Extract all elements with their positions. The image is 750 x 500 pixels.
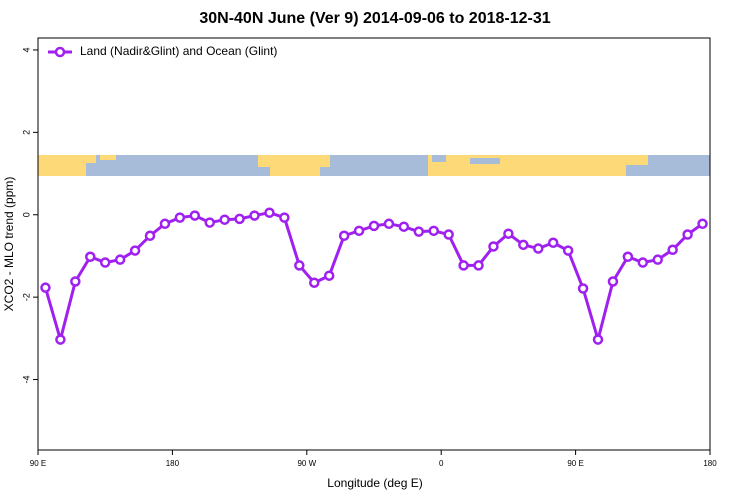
data-point — [144, 230, 156, 242]
data-point — [159, 218, 171, 230]
data-point — [294, 260, 305, 271]
data-point — [398, 221, 410, 232]
data-point — [547, 237, 559, 249]
data-point — [533, 243, 544, 254]
y-tick-label: 0 — [21, 212, 31, 217]
data-point — [114, 254, 126, 265]
data-point — [249, 210, 260, 221]
y-tick-label: 2 — [21, 130, 31, 135]
data-point — [189, 210, 201, 221]
data-point — [697, 218, 708, 230]
data-point — [518, 239, 529, 251]
chart-title: 30N-40N June (Ver 9) 2014-09-06 to 2018-… — [199, 10, 550, 27]
data-point — [309, 277, 320, 288]
data-point — [592, 334, 604, 345]
data-point — [443, 229, 454, 240]
data-point — [85, 251, 96, 263]
x-tick-label: 180 — [703, 459, 717, 468]
data-point — [503, 228, 514, 239]
data-point — [338, 230, 350, 242]
data-point — [458, 260, 469, 271]
data-point — [204, 217, 215, 228]
data-point — [129, 245, 141, 256]
y-tick-label: 4 — [21, 47, 31, 52]
data-point — [413, 226, 425, 237]
y-tick-label: -2 — [21, 293, 31, 301]
plot-frame — [37, 37, 711, 451]
x-tick-label: 90 W — [297, 459, 316, 468]
data-point — [473, 260, 484, 271]
y-axis-label: XCO2 - MLO trend (ppm) — [2, 177, 16, 312]
data-point — [383, 218, 395, 230]
data-point — [637, 257, 649, 268]
x-axis-label: Longitude (deg E) — [327, 476, 422, 490]
data-point — [323, 270, 335, 281]
data-point — [428, 225, 439, 237]
data-point — [562, 245, 574, 256]
data-point — [682, 229, 693, 240]
x-tick-label: 180 — [166, 459, 180, 468]
data-point — [264, 207, 275, 218]
map-strip — [38, 155, 710, 176]
data-point — [368, 220, 380, 232]
series-line — [44, 211, 704, 342]
x-tick-label: 90 E — [567, 459, 583, 468]
data-point — [219, 214, 230, 225]
data-point — [70, 276, 81, 287]
data-point — [577, 283, 589, 294]
data-point — [607, 276, 619, 287]
data-point — [55, 334, 66, 345]
data-point — [99, 257, 111, 268]
x-tick-label: 0 — [439, 459, 444, 468]
data-point — [667, 244, 678, 256]
data-point — [488, 241, 499, 252]
data-point — [174, 212, 186, 223]
y-tick-label: -4 — [21, 376, 31, 384]
legend-marker — [54, 46, 66, 58]
data-point — [652, 254, 663, 265]
data-point — [622, 251, 634, 263]
data-point — [40, 282, 51, 293]
legend-label: Land (Nadir&Glint) and Ocean (Glint) — [80, 44, 277, 58]
data-point — [279, 212, 290, 223]
x-tick-label: 90 E — [30, 459, 46, 468]
data-point — [234, 213, 245, 225]
data-point — [353, 225, 365, 237]
